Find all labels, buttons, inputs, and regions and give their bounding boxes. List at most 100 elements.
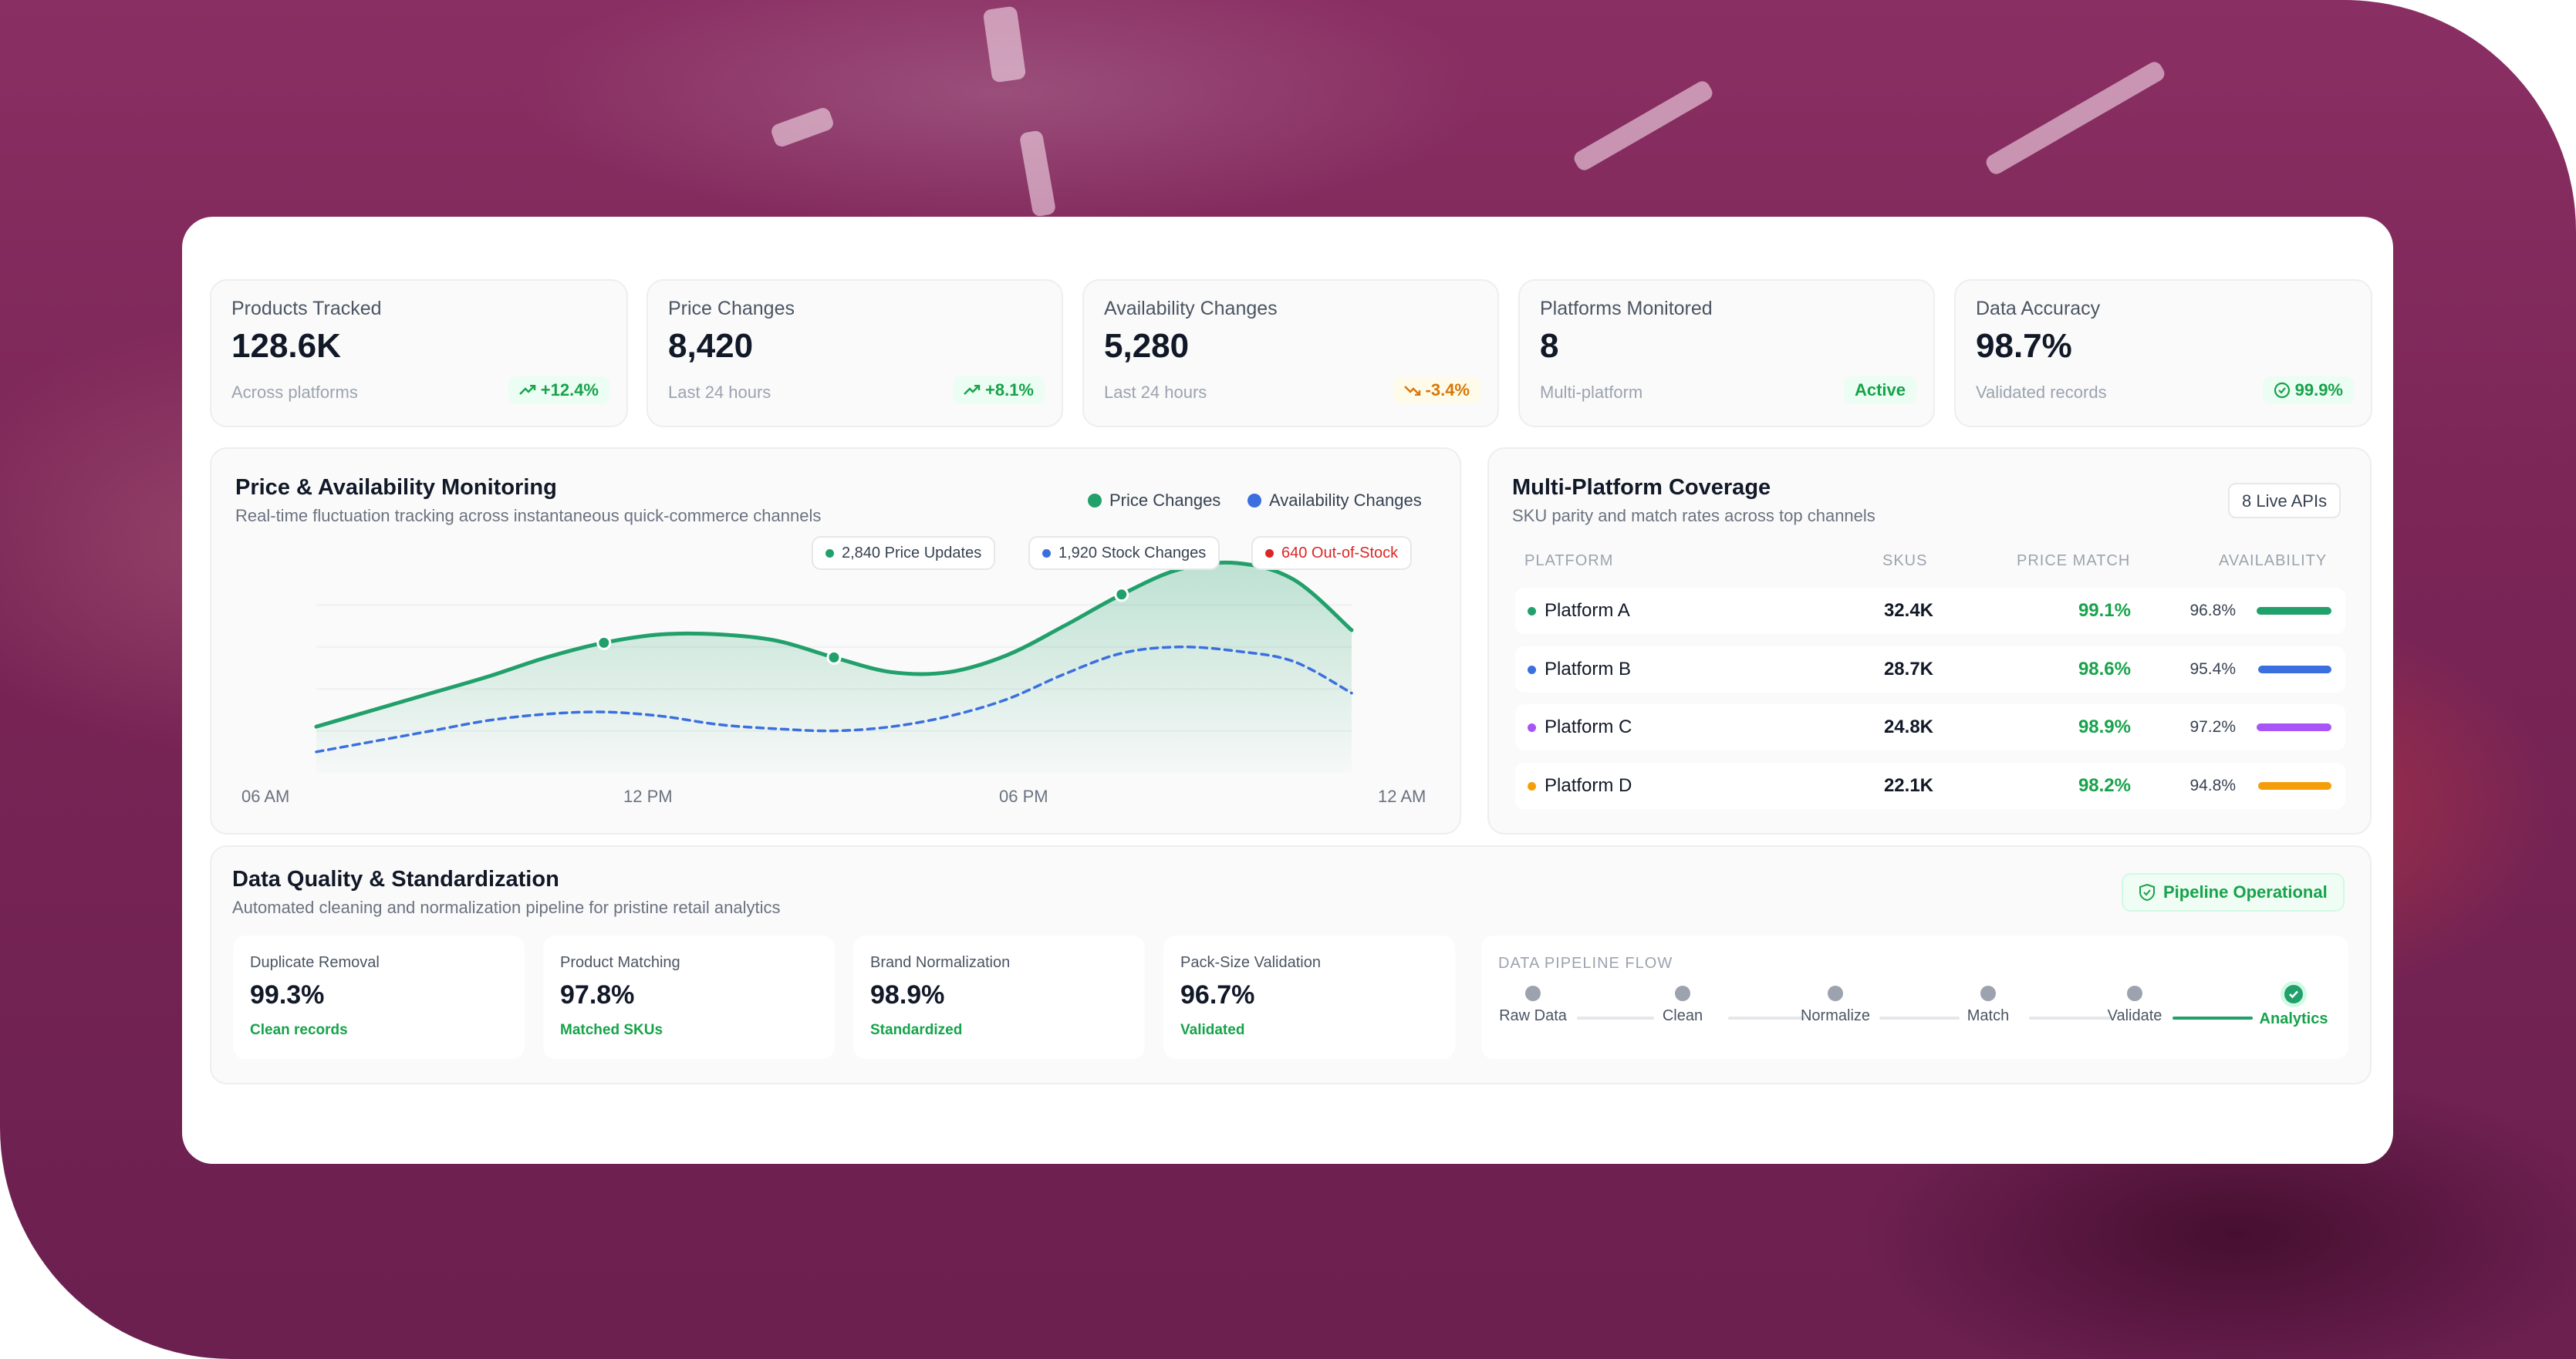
stat-change-badge: 99.9% bbox=[2262, 376, 2354, 404]
stat-value: 5,280 bbox=[1104, 327, 1190, 365]
availability-bar bbox=[2257, 607, 2331, 615]
price-match-value: 98.9% bbox=[2078, 717, 2131, 737]
data-point-marker[interactable] bbox=[826, 649, 842, 665]
stat-card-availability-changes: Availability Changes 5,280 Last 24 hours… bbox=[1082, 279, 1499, 427]
stat-value: 98.7% bbox=[1976, 327, 2072, 365]
platform-dot bbox=[1528, 782, 1536, 791]
x-tick-label: 06 AM bbox=[241, 787, 290, 806]
skus-value: 32.4K bbox=[1883, 600, 1933, 621]
chip-text: 1,920 Stock Changes bbox=[1058, 544, 1207, 561]
pipeline-connector bbox=[1577, 1017, 1654, 1020]
column-header-availability: AVAILABILITY bbox=[2219, 552, 2328, 569]
chip-text: 2,840 Price Updates bbox=[842, 544, 982, 561]
coverage-title: Multi-Platform Coverage bbox=[1512, 475, 1771, 500]
price-match-value: 99.1% bbox=[2078, 600, 2131, 621]
column-header-platform: PLATFORM bbox=[1524, 552, 1614, 569]
pipeline-step-label: Raw Data bbox=[1499, 1007, 1567, 1024]
status-badge: Active bbox=[1843, 376, 1916, 404]
pipeline-step-label: Match bbox=[1967, 1007, 2010, 1024]
pipeline-step-label: Normalize bbox=[1800, 1007, 1871, 1024]
platform-name: Platform D bbox=[1545, 775, 1632, 796]
series-line-1 bbox=[315, 646, 1353, 754]
availability-bar bbox=[2258, 666, 2331, 673]
metric-value: 97.8% bbox=[560, 980, 635, 1010]
pipeline-flow-title: DATA PIPELINE FLOW bbox=[1498, 955, 1673, 972]
availability-value: 96.8% bbox=[2189, 602, 2236, 619]
pipeline-step-label: Clean bbox=[1662, 1007, 1703, 1024]
series-area-0 bbox=[316, 562, 1352, 773]
x-tick-label: 06 PM bbox=[999, 787, 1048, 806]
price-availability-chart bbox=[314, 560, 1354, 773]
stat-card-platforms-monitored: Platforms Monitored 8 Multi-platform Act… bbox=[1518, 279, 1935, 427]
stat-change-badge: +12.4% bbox=[508, 376, 609, 404]
availability-bar bbox=[2257, 723, 2331, 731]
skus-value: 22.1K bbox=[1883, 775, 1933, 796]
price-match-value: 98.2% bbox=[2078, 775, 2131, 796]
chip-out-of-stock: 640 Out-of-Stock bbox=[1251, 536, 1413, 570]
trend-up-icon bbox=[964, 385, 981, 395]
metric-label: Brand Normalization bbox=[870, 954, 1011, 971]
metric-card-brand-normalization: Brand Normalization 98.9% Standardized bbox=[853, 936, 1145, 1059]
stat-change-value: +8.1% bbox=[985, 380, 1034, 400]
stat-change-value: 99.9% bbox=[2294, 380, 2343, 400]
column-header-skus: SKUS bbox=[1882, 552, 1928, 569]
check-icon bbox=[2284, 985, 2303, 1003]
stat-subtext: Multi-platform bbox=[1540, 383, 1643, 402]
pipeline-step-dot bbox=[1828, 986, 1843, 1001]
live-apis-text: 8 Live APIs bbox=[2242, 491, 2328, 511]
stat-change-value: -3.4% bbox=[1425, 380, 1470, 400]
stat-value: 8 bbox=[1540, 327, 1559, 365]
shield-check-icon bbox=[2139, 883, 2155, 902]
table-row: Platform B 28.7K 98.6% 95.4% bbox=[1515, 646, 2345, 693]
pipeline-step-clean: Clean bbox=[1621, 986, 1744, 1025]
pipeline-step-raw-data: Raw Data bbox=[1471, 986, 1595, 1025]
stat-card-price-changes: Price Changes 8,420 Last 24 hours +8.1% bbox=[647, 279, 1063, 427]
legend-label: Availability Changes bbox=[1269, 491, 1422, 510]
trend-down-icon bbox=[1403, 386, 1420, 396]
data-point-marker[interactable] bbox=[1114, 587, 1129, 602]
stat-change-badge: -3.4% bbox=[1393, 376, 1480, 404]
trend-up-icon bbox=[518, 385, 535, 395]
metric-value: 99.3% bbox=[250, 980, 325, 1010]
stat-card-data-accuracy: Data Accuracy 98.7% Validated records 99… bbox=[1954, 279, 2372, 427]
x-tick-label: 12 PM bbox=[623, 787, 673, 806]
pipeline-connector bbox=[1728, 1017, 1805, 1020]
metric-label: Product Matching bbox=[560, 954, 680, 971]
price-match-value: 98.6% bbox=[2078, 659, 2131, 680]
stat-label: Price Changes bbox=[668, 298, 795, 319]
metric-value: 96.7% bbox=[1180, 980, 1255, 1010]
table-row: Platform A 32.4K 99.1% 96.8% bbox=[1515, 588, 2345, 634]
table-row: Platform C 24.8K 98.9% 97.2% bbox=[1515, 704, 2345, 750]
stat-value: 8,420 bbox=[668, 327, 754, 365]
chip-text: 640 Out-of-Stock bbox=[1281, 544, 1399, 561]
stat-change-badge: +8.1% bbox=[953, 376, 1045, 404]
status-badge-text: Active bbox=[1854, 380, 1906, 400]
pipeline-status-badge: Pipeline Operational bbox=[2122, 873, 2345, 912]
pipeline-step-match: Match bbox=[1926, 986, 2050, 1025]
data-point-marker[interactable] bbox=[596, 635, 612, 650]
availability-value: 94.8% bbox=[2189, 777, 2236, 794]
pipeline-step-dot-active bbox=[2281, 981, 2307, 1007]
skus-value: 28.7K bbox=[1883, 659, 1933, 680]
legend-label: Price Changes bbox=[1109, 491, 1221, 510]
metric-card-product-matching: Product Matching 97.8% Matched SKUs bbox=[543, 936, 835, 1059]
stat-subtext: Validated records bbox=[1976, 383, 2107, 402]
stat-value: 128.6K bbox=[231, 327, 341, 365]
stat-subtext: Across platforms bbox=[231, 383, 358, 402]
metric-subtext: Clean records bbox=[250, 1022, 348, 1038]
platform-dot bbox=[1528, 723, 1536, 732]
platform-dot bbox=[1528, 666, 1536, 674]
pipeline-step-dot bbox=[1525, 986, 1541, 1001]
availability-value: 95.4% bbox=[2189, 660, 2236, 678]
chip-stock-changes: 1,920 Stock Changes bbox=[1028, 536, 1220, 570]
check-circle-icon bbox=[2274, 382, 2290, 399]
stat-label: Products Tracked bbox=[231, 298, 382, 319]
legend-availability-changes: Availability Changes bbox=[1247, 491, 1422, 511]
platform-name: Platform A bbox=[1545, 600, 1630, 621]
pipeline-step-label: Validate bbox=[2107, 1007, 2162, 1024]
platform-dot bbox=[1528, 607, 1536, 615]
pipeline-status-text: Pipeline Operational bbox=[2163, 882, 2328, 902]
legend-dot bbox=[1247, 494, 1261, 508]
skus-value: 24.8K bbox=[1883, 717, 1933, 737]
metric-label: Duplicate Removal bbox=[250, 954, 380, 971]
